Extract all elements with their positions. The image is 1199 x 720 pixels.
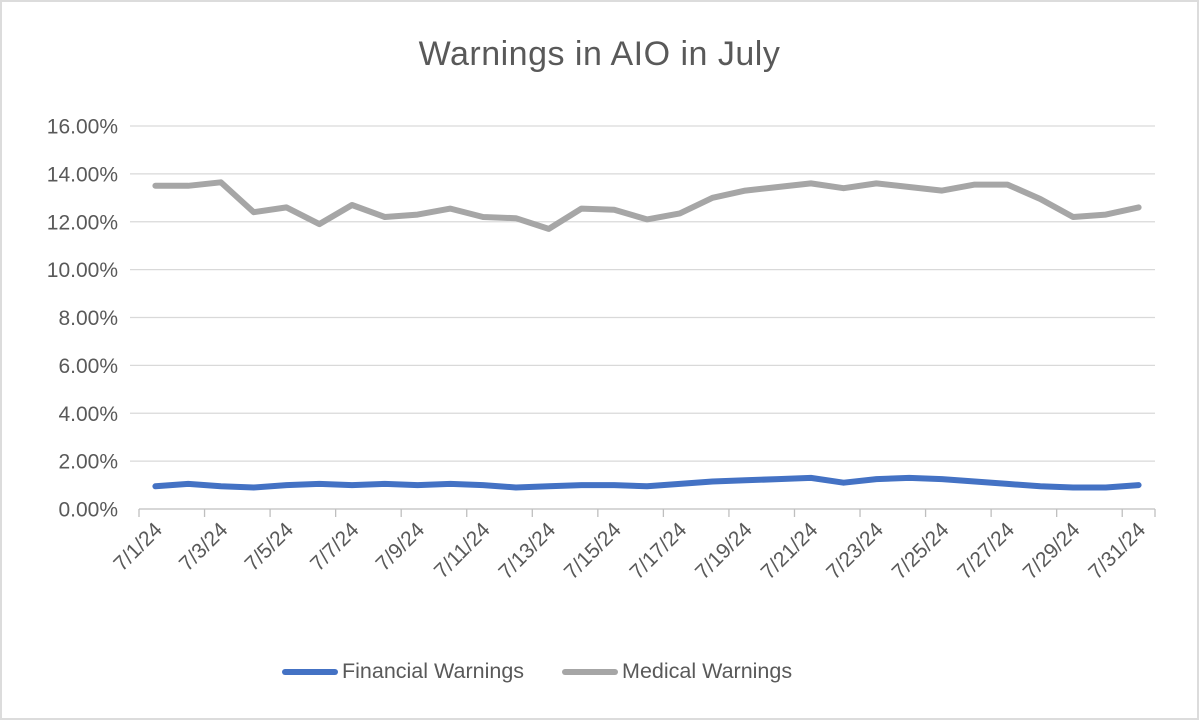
y-axis-label: 10.00% [47, 259, 118, 282]
x-axis-label: 7/25/24 [888, 518, 954, 584]
y-axis-label: 0.00% [58, 499, 118, 522]
x-axis-label: 7/19/24 [691, 518, 757, 584]
legend-item-medical-warnings: Medical Warnings [562, 659, 792, 684]
y-axis-label: 8.00% [58, 307, 118, 330]
legend: Financial Warnings Medical Warnings [282, 659, 792, 684]
x-axis-label: 7/27/24 [953, 518, 1019, 584]
legend-item-financial-warnings: Financial Warnings [282, 659, 524, 684]
x-axis-label: 7/23/24 [822, 518, 888, 584]
x-axis-label: 7/11/24 [430, 518, 495, 583]
x-axis-label: 7/13/24 [494, 518, 560, 584]
y-axis-label: 12.00% [47, 211, 118, 234]
series-line-financial-warnings [152, 474, 1142, 491]
series-line-medical-warnings [152, 179, 1142, 232]
legend-label-medical-warnings: Medical Warnings [622, 659, 793, 683]
x-axis-label: 7/7/24 [306, 518, 364, 576]
x-axis-label: 7/9/24 [372, 518, 430, 576]
legend-swatch-financial-warnings [282, 668, 338, 675]
x-axis-label: 7/21/24 [757, 518, 823, 584]
x-axis-label: 7/29/24 [1019, 518, 1085, 584]
x-axis-label: 7/31/24 [1084, 518, 1150, 584]
legend-swatch-medical-warnings [562, 668, 619, 675]
y-axis-label: 16.00% [47, 116, 118, 139]
y-axis-label: 6.00% [58, 355, 118, 378]
y-axis-label: 4.00% [58, 403, 118, 426]
y-axis-label: 2.00% [58, 451, 118, 474]
chart-title: Warnings in AIO in July [418, 35, 781, 73]
legend-label-financial-warnings: Financial Warnings [342, 659, 525, 683]
x-axis-label: 7/17/24 [625, 518, 691, 584]
x-axis-label: 7/1/24 [109, 518, 167, 576]
x-axis-label: 7/3/24 [175, 518, 233, 576]
x-axis-label: 7/15/24 [560, 518, 626, 584]
y-axis-label: 14.00% [47, 163, 118, 186]
x-axis-label: 7/5/24 [240, 518, 298, 576]
